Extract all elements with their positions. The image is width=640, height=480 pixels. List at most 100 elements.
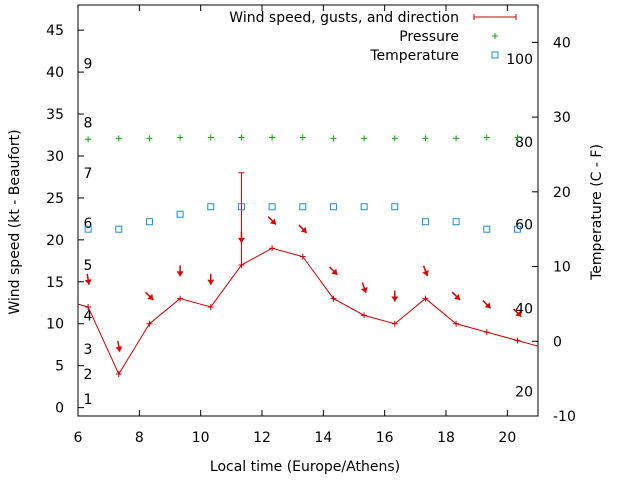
legend-temperature-label: Temperature	[369, 48, 459, 64]
temperature-point	[452, 218, 460, 226]
temperature-point	[329, 203, 337, 211]
beaufort-label: 3	[84, 342, 93, 358]
wind-direction-arrowhead	[422, 270, 429, 277]
wind-speed-point	[115, 371, 122, 378]
pressure-point	[422, 135, 429, 142]
wind-speed-point	[54, 296, 60, 302]
plot-frame-group	[77, 4, 539, 417]
pressure-point	[483, 134, 490, 141]
temperature-point	[176, 210, 184, 218]
x-tick-label: 12	[253, 430, 271, 446]
wind-direction-arrowhead	[176, 271, 184, 277]
wind-speed-point	[269, 245, 276, 252]
x-tick-label: 6	[74, 430, 83, 446]
fahrenheit-label: 100	[506, 52, 533, 68]
beaufort-label: 8	[84, 115, 93, 131]
pressure-point	[238, 134, 245, 141]
x-tick-label: 14	[314, 430, 332, 446]
y-tick-label: 25	[46, 191, 64, 207]
x-tick-label: 20	[498, 430, 516, 446]
pressure-point	[330, 135, 337, 142]
wind-speed-point	[85, 303, 92, 310]
wind-direction-arrowhead	[237, 237, 245, 243]
y-tick-label: 35	[46, 107, 64, 123]
beaufort-label: 1	[84, 392, 93, 408]
y2-tick-label: 40	[553, 35, 571, 51]
pressure-point	[391, 135, 398, 142]
axis-ticks-group: 6 8 10 12 14 16 18 20051015202530354045-1001020…	[46, 5, 576, 446]
wind-speed-point	[361, 312, 368, 319]
pressure-point	[115, 135, 122, 142]
wind-speed-point	[545, 346, 551, 352]
temperature-point	[421, 218, 429, 226]
legend-wind-label: Wind speed, gusts, and direction	[229, 10, 459, 26]
y2-tick-label: 20	[553, 185, 571, 201]
fahrenheit-label: 20	[515, 384, 533, 400]
pressure-point	[299, 134, 306, 141]
wind-speed-line	[78, 247, 538, 376]
y-tick-label: 30	[46, 149, 64, 165]
temperature-point	[115, 225, 123, 233]
y2-axis-title: Temperature (C - F)	[589, 144, 605, 281]
plot-border	[77, 4, 539, 417]
pressure-point	[85, 136, 92, 143]
wind-speed-point	[146, 320, 153, 327]
temperature-point	[360, 203, 368, 211]
pressure-point	[146, 135, 153, 142]
x-axis-title: Local time (Europe/Athens)	[210, 459, 400, 475]
y-tick-label: 5	[55, 359, 64, 375]
x-tick-label: 16	[376, 430, 394, 446]
y-tick-label: 15	[46, 275, 64, 291]
temperature-point	[391, 203, 399, 211]
temperature-point	[84, 225, 92, 233]
wind-direction-arrowhead	[207, 279, 215, 285]
wind-direction-arrowhead	[361, 286, 368, 293]
y2-tick-label: 0	[553, 334, 562, 350]
wind-direction-arrowhead	[515, 310, 522, 317]
y2-tick-label: -10	[553, 409, 576, 425]
beaufort-label: 6	[84, 216, 93, 232]
temperature-point	[207, 203, 215, 211]
y-axis-title: Wind speed (kt - Beaufort)	[7, 129, 23, 314]
pressure-point	[361, 135, 368, 142]
beaufort-label: 5	[84, 258, 93, 274]
y2-tick-label: 30	[553, 110, 571, 126]
y-tick-label: 20	[46, 233, 64, 249]
series-group	[54, 134, 551, 378]
legend-pressure-label: Pressure	[399, 29, 459, 45]
legend-pressure-swatch	[492, 33, 498, 39]
clipped-series	[54, 134, 551, 378]
wind-speed-point	[391, 320, 398, 327]
pressure-point	[453, 135, 460, 142]
temperature-point	[268, 203, 276, 211]
wind-direction-arrowhead	[391, 296, 399, 302]
wind-direction-arrowhead	[300, 226, 307, 233]
y-tick-label: 0	[55, 401, 64, 417]
y-tick-label: 10	[46, 317, 64, 333]
x-tick-label: 18	[437, 430, 455, 446]
fahrenheit-label: 60	[515, 218, 533, 234]
temperature-point	[483, 225, 491, 233]
x-tick-label: 8	[135, 430, 144, 446]
x-tick-label: 10	[192, 430, 210, 446]
y-tick-label: 45	[46, 23, 64, 39]
beaufort-label: 7	[84, 166, 93, 182]
legend: Wind speed, gusts, and direction Pressure…	[229, 10, 517, 64]
wind-direction-arrowhead	[269, 218, 277, 225]
legend-temperature-swatch	[491, 51, 499, 59]
fahrenheit-label: 80	[515, 135, 533, 151]
temperature-point	[513, 225, 521, 233]
pressure-point	[269, 134, 276, 141]
wind-direction-arrowhead	[484, 302, 491, 309]
pressure-point	[207, 134, 214, 141]
pressure-point	[514, 134, 521, 141]
wind-direction-arrowhead	[115, 346, 123, 352]
wind-direction-arrowhead	[147, 293, 154, 300]
y-tick-label: 40	[46, 65, 64, 81]
wind-speed-point	[514, 337, 521, 344]
beaufort-label: 9	[84, 57, 93, 73]
pressure-point	[177, 134, 184, 141]
wind-speed-point	[207, 303, 214, 310]
beaufort-label: 2	[84, 367, 93, 383]
